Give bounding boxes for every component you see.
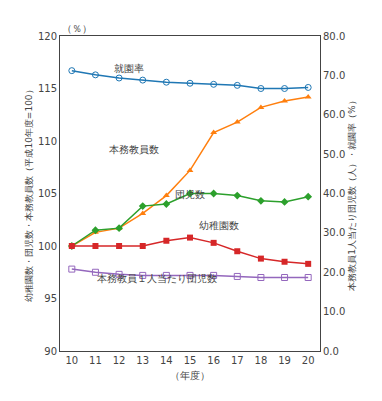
svg-text:10.0: 10.0 — [323, 306, 345, 317]
svg-text:本務教員数: 本務教員数 — [109, 144, 159, 155]
svg-text:16: 16 — [207, 355, 220, 366]
svg-text:30.0: 30.0 — [323, 227, 345, 238]
svg-text:90: 90 — [44, 346, 57, 357]
svg-text:20: 20 — [302, 355, 315, 366]
svg-text:50.0: 50.0 — [323, 149, 345, 160]
svg-text:18: 18 — [255, 355, 268, 366]
svg-text:105: 105 — [38, 188, 57, 199]
svg-text:団児数: 団児数 — [175, 189, 205, 200]
svg-text:本務教員１人当たり団児数: 本務教員１人当たり団児数 — [97, 273, 217, 284]
svg-text:13: 13 — [136, 355, 149, 366]
svg-text:幼稚園数: 幼稚園数 — [199, 220, 239, 231]
svg-text:10: 10 — [65, 355, 78, 366]
svg-text:12: 12 — [113, 355, 126, 366]
svg-text:幼稚園数・団児数・本務教員数（平成10年度=100）: 幼稚園数・団児数・本務教員数（平成10年度=100） — [24, 85, 34, 301]
svg-text:本務教員1人当たり団児数（人）・就園率（%）: 本務教員1人当たり団児数（人）・就園率（%） — [347, 96, 357, 290]
svg-text:40.0: 40.0 — [323, 188, 345, 199]
svg-text:70.0: 70.0 — [323, 70, 345, 81]
svg-text:14: 14 — [160, 355, 173, 366]
svg-text:（％）: （％） — [62, 23, 92, 34]
svg-text:20.0: 20.0 — [323, 267, 345, 278]
svg-text:19: 19 — [278, 355, 291, 366]
svg-text:（年度）: （年度） — [170, 370, 210, 381]
svg-text:115: 115 — [38, 83, 57, 94]
svg-text:100: 100 — [38, 241, 57, 252]
svg-text:15: 15 — [184, 355, 197, 366]
svg-text:11: 11 — [89, 355, 102, 366]
svg-text:80.0: 80.0 — [323, 31, 345, 42]
svg-text:就園率: 就園率 — [114, 63, 144, 74]
svg-text:60.0: 60.0 — [323, 109, 345, 120]
svg-text:120: 120 — [38, 31, 57, 42]
svg-text:0.0: 0.0 — [323, 346, 339, 357]
svg-text:17: 17 — [231, 355, 244, 366]
svg-text:110: 110 — [38, 136, 57, 147]
svg-text:95: 95 — [44, 293, 57, 304]
